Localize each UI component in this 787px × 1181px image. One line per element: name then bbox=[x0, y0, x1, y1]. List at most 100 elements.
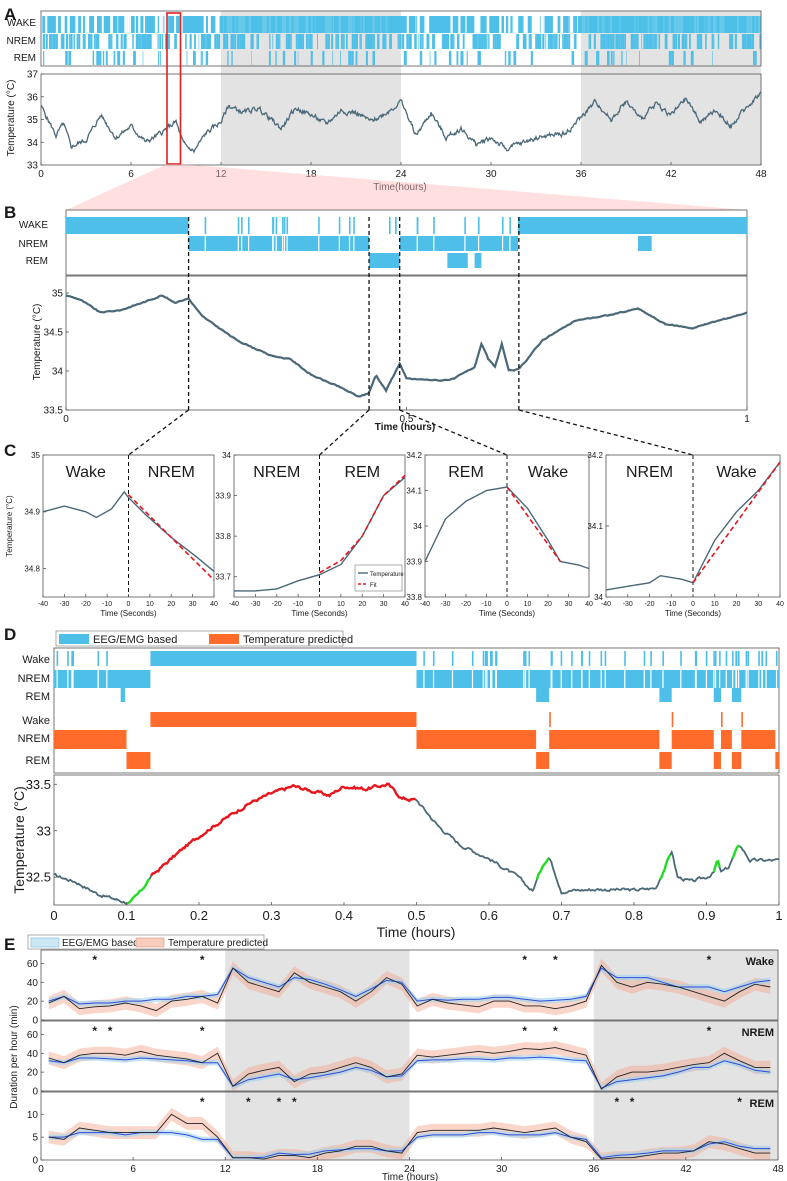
panel-c-xtick-label: -10 bbox=[666, 601, 676, 608]
legend-pred-label: Temperature predicted bbox=[243, 634, 353, 646]
wake-gap bbox=[465, 16, 467, 33]
rem-epoch bbox=[122, 51, 125, 65]
nrem-epoch bbox=[399, 34, 402, 49]
wake-gap bbox=[84, 16, 87, 33]
panel-a-xtick-label: 0 bbox=[38, 169, 44, 180]
wake-epoch bbox=[464, 217, 466, 234]
nrem-epoch bbox=[279, 34, 281, 49]
nrem-epoch bbox=[742, 34, 744, 49]
rem-epoch bbox=[275, 51, 277, 65]
wake-gap bbox=[129, 16, 131, 33]
nrem-gap bbox=[318, 236, 320, 251]
rem-epoch bbox=[668, 51, 672, 65]
nrem-epoch bbox=[411, 34, 412, 49]
rem-epoch bbox=[96, 51, 100, 65]
nrem-epoch bbox=[441, 34, 443, 49]
panel-e-state-label: REM bbox=[750, 1098, 774, 1110]
wake-gap bbox=[560, 16, 564, 33]
panel-c-xtick-label: -40 bbox=[601, 601, 611, 608]
rem-epoch bbox=[659, 688, 672, 702]
wake-gap bbox=[167, 16, 169, 33]
nrem-epoch bbox=[365, 34, 367, 49]
nrem-epoch bbox=[524, 34, 527, 49]
rem-epoch bbox=[477, 51, 480, 65]
wake-epoch bbox=[66, 217, 189, 234]
rem-epoch bbox=[671, 51, 674, 65]
wake-epoch bbox=[725, 651, 728, 666]
panel-c-ytick-label: 34 bbox=[594, 593, 603, 602]
panel-b-xlabel: Time (hours) bbox=[375, 422, 435, 433]
nrem-gap bbox=[353, 236, 355, 251]
red-highlight-segment bbox=[150, 782, 416, 877]
wake-epoch bbox=[694, 651, 697, 666]
nrem-epoch bbox=[484, 34, 487, 49]
panel-d-xtick-label: 0 bbox=[50, 908, 57, 923]
panel-d-xtick-label: 0.1 bbox=[117, 908, 135, 923]
wake-gap bbox=[125, 16, 128, 33]
rem-epoch bbox=[340, 51, 341, 65]
nrem-epoch bbox=[620, 34, 623, 49]
panel-a-xtick-label: 42 bbox=[665, 169, 677, 180]
panel-c-ytick-label: 34.1 bbox=[406, 486, 422, 495]
nrem-gap bbox=[680, 670, 682, 688]
rem-epoch bbox=[105, 51, 108, 65]
rem-epoch bbox=[227, 51, 229, 65]
green-highlight-segment bbox=[535, 857, 550, 880]
nrem-epoch bbox=[311, 34, 313, 49]
wake-gap bbox=[203, 16, 206, 33]
nrem-epoch bbox=[66, 34, 69, 49]
wake-epoch bbox=[56, 651, 59, 666]
rem-epoch bbox=[530, 51, 533, 65]
panel-e-xtick-label: 18 bbox=[312, 1164, 324, 1175]
panel-d-xtick-label: 0.3 bbox=[262, 908, 280, 923]
temperature-curve bbox=[424, 486, 590, 570]
rem-epoch bbox=[403, 51, 407, 65]
panel-b-xtick-label: 1 bbox=[744, 414, 750, 425]
nrem-epoch bbox=[239, 34, 242, 49]
rem-epoch bbox=[297, 51, 299, 65]
green-highlight-segment bbox=[125, 877, 151, 905]
nrem-epoch bbox=[269, 34, 271, 49]
wake-gap bbox=[86, 16, 90, 33]
panel-b-ylabel: Temperature (°C) bbox=[32, 304, 43, 381]
nrem-epoch bbox=[301, 34, 303, 49]
nrem-epoch bbox=[574, 34, 577, 49]
wake-epoch bbox=[286, 217, 289, 234]
wake-band-dark bbox=[581, 16, 761, 33]
nrem-epoch bbox=[206, 34, 208, 49]
panel-c-ylabel: Temperature (°C) bbox=[5, 495, 14, 557]
nrem-epoch bbox=[426, 34, 430, 49]
nrem-epoch bbox=[185, 34, 187, 49]
wake-gap bbox=[124, 16, 126, 33]
nrem-epoch bbox=[82, 34, 84, 49]
wake-gap bbox=[523, 16, 526, 33]
green-highlight-segment bbox=[659, 854, 672, 881]
nrem-epoch bbox=[414, 34, 417, 49]
nrem-epoch bbox=[494, 34, 497, 49]
wake-gap bbox=[555, 16, 558, 33]
wake-gap bbox=[154, 16, 158, 33]
wake-gap bbox=[479, 16, 481, 33]
nrem-epoch bbox=[664, 34, 668, 49]
panel-d-xtick-label: 0.9 bbox=[697, 908, 715, 923]
nrem-epoch bbox=[327, 34, 330, 49]
nrem-epoch bbox=[686, 34, 688, 49]
nrem-epoch bbox=[744, 34, 747, 49]
nrem-epoch bbox=[295, 34, 298, 49]
nrem-epoch bbox=[61, 34, 65, 49]
nrem-epoch bbox=[612, 34, 615, 49]
significance-star: * bbox=[737, 1095, 742, 1109]
nrem-gap bbox=[560, 670, 562, 688]
nrem-gap bbox=[204, 236, 206, 251]
panel-a-ytick-label: 36 bbox=[27, 92, 39, 103]
nrem-epoch bbox=[542, 34, 545, 49]
rem-epoch bbox=[626, 51, 627, 65]
nrem-epoch bbox=[641, 34, 643, 49]
nrem-gap bbox=[491, 670, 493, 688]
significance-star: * bbox=[108, 1024, 113, 1038]
predicted-state-block bbox=[713, 752, 721, 769]
wake-gap bbox=[572, 16, 574, 33]
nrem-epoch bbox=[749, 34, 752, 49]
predicted-wake-burst bbox=[721, 712, 723, 727]
nrem-epoch bbox=[552, 34, 554, 49]
